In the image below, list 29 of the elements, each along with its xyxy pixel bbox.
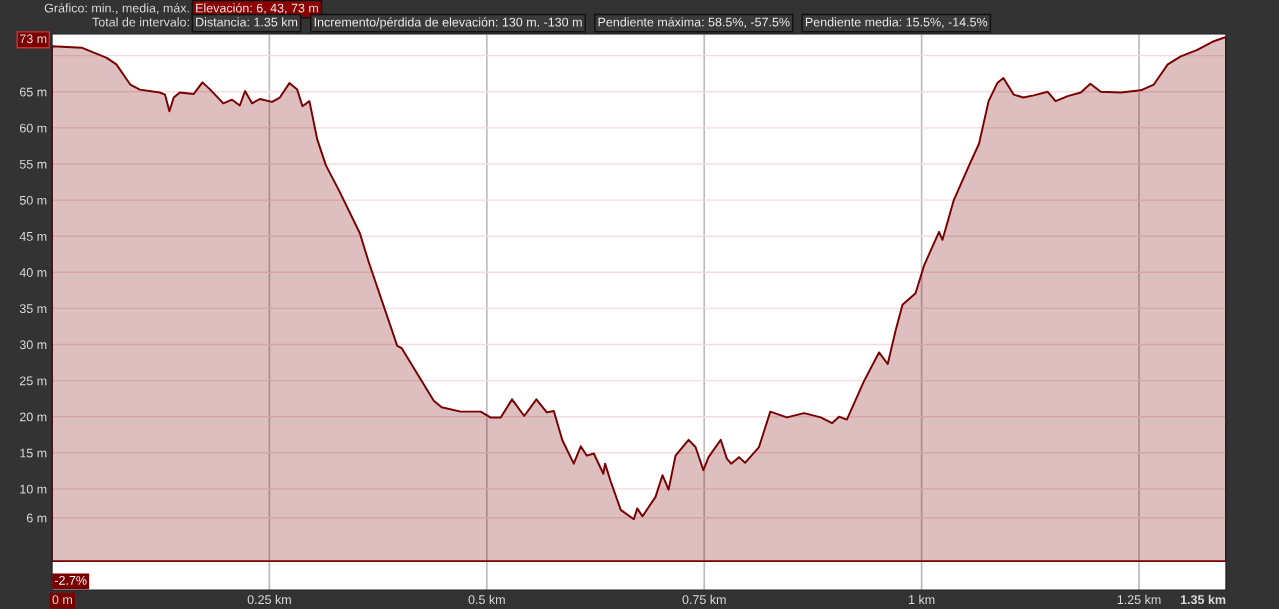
x-tick-label: 1 km [909, 594, 935, 604]
x-tick-label: 1.35 km [1180, 594, 1226, 605]
y-tick-label: 55 m [19, 159, 47, 169]
x-tick-label: 0.5 km [468, 594, 505, 605]
y-tick-label: 60 m [19, 123, 47, 133]
text: Elevación: 6, 43, 73 m [196, 3, 318, 14]
x-tick-label: 0.25 km [247, 594, 291, 605]
y-tick-label: 6 m [26, 513, 47, 523]
y-tick-label: 35 m [19, 304, 47, 314]
text: Incremento/pérdida de elevación: 130 m. -130 m [314, 17, 582, 30]
y-tick-label: 30 m [19, 340, 47, 350]
x-tick-label: 0.75 km [682, 594, 726, 605]
text: Pendiente máxima: 58.5%, -57.5% [598, 17, 790, 28]
y-tick-label: 15 m [20, 448, 47, 458]
y-tick-label: 45 m [19, 232, 47, 241]
x-tick-label: 0 m [52, 595, 73, 605]
y-tick-label: 25 m [19, 376, 47, 386]
y-tick-label: 73 m [19, 34, 47, 44]
y-tick-label: 50 m [19, 195, 47, 205]
annotation: -2.7% [54, 575, 87, 585]
text: Gráfico: min., media, máx. [44, 3, 189, 14]
text: Distancia: 1.35 km [196, 17, 298, 27]
y-tick-label: 10 m [20, 484, 47, 494]
y-tick-label: 40 m [19, 268, 47, 277]
text: Total de intervalo: [92, 17, 189, 27]
x-tick-label: 1.25 km [1117, 594, 1161, 605]
y-tick-label: 20 m [19, 412, 47, 422]
text: Pendiente media: 15.5%, -14.5% [805, 17, 988, 28]
y-tick-label: 65 m [19, 87, 47, 97]
